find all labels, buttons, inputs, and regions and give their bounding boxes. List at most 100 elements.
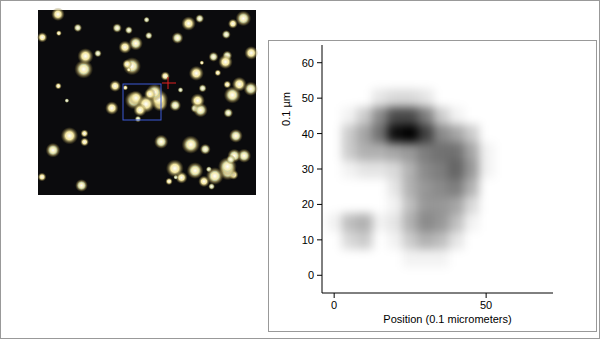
particle <box>112 23 122 33</box>
heat-cell <box>403 249 419 267</box>
particle <box>178 87 184 93</box>
particle <box>208 183 215 190</box>
heat-cell <box>418 89 434 107</box>
particle <box>199 60 204 65</box>
heat-cell <box>327 249 343 267</box>
particle-rim <box>158 138 165 145</box>
heat-cell <box>372 89 388 107</box>
heat-cell <box>403 125 419 143</box>
heat-cell <box>357 231 373 249</box>
particle <box>165 178 173 186</box>
heat-cell <box>357 89 373 107</box>
heat-cell <box>387 249 403 267</box>
particle <box>145 32 153 40</box>
x-tick-label: 0 <box>331 299 337 311</box>
heat-cell <box>463 107 479 125</box>
particle-rim <box>127 28 131 32</box>
y-tick-label: 40 <box>302 128 314 140</box>
particle-rim <box>201 86 205 90</box>
x-axis-title: Position (0.1 micrometers) <box>383 313 511 325</box>
y-tick <box>317 169 322 170</box>
heat-cell <box>327 213 343 231</box>
heat-cell <box>463 178 479 196</box>
particle <box>80 129 88 137</box>
heat-cell <box>357 160 373 178</box>
heat-cell <box>403 107 419 125</box>
particle-rim <box>76 26 80 30</box>
heat-cell <box>463 196 479 214</box>
y-tick-label: 10 <box>302 234 314 246</box>
micrograph <box>37 7 258 195</box>
particle <box>190 93 205 108</box>
selection-box <box>123 84 161 120</box>
particle <box>166 159 184 177</box>
x-tick <box>334 293 335 298</box>
heat-cell <box>418 213 434 231</box>
heat-cell <box>342 160 358 178</box>
particle-rim <box>228 157 233 162</box>
figure-frame <box>1 1 600 339</box>
micrograph-ground <box>38 10 256 195</box>
particle-rim <box>239 15 247 23</box>
heat-cell <box>387 125 403 143</box>
particle <box>181 16 196 31</box>
heat-cell <box>357 125 373 143</box>
heat-cell <box>448 107 464 125</box>
particle-rim <box>66 99 68 101</box>
heat-cell <box>448 142 464 160</box>
particle-rim <box>147 34 151 38</box>
heat-cell <box>448 249 464 267</box>
particle-rim <box>247 85 254 92</box>
y-tick <box>317 133 322 134</box>
y-tick <box>317 275 322 276</box>
heat-cell <box>342 107 358 125</box>
heat-cell <box>327 89 343 107</box>
heat-cell <box>403 231 419 249</box>
heat-cell <box>418 142 434 160</box>
heat-cell <box>342 196 358 214</box>
particle-rim <box>175 35 181 41</box>
particle <box>46 143 61 158</box>
heat-cell <box>418 249 434 267</box>
particle-rim <box>210 172 219 181</box>
heat-cell <box>418 125 434 143</box>
y-tick <box>317 98 322 99</box>
heat-cell <box>479 178 495 196</box>
heat-cell <box>387 213 403 231</box>
particle <box>223 108 233 118</box>
heat-cell <box>372 160 388 178</box>
heat-cell <box>448 196 464 214</box>
particle <box>51 7 65 21</box>
particle <box>55 82 62 89</box>
particle <box>118 41 131 54</box>
particle <box>214 69 221 76</box>
heat-cell <box>372 125 388 143</box>
heat-cell <box>387 142 403 160</box>
particle <box>181 135 200 154</box>
heat-cell <box>357 142 373 160</box>
plot-area <box>327 89 495 267</box>
heat-cell <box>372 196 388 214</box>
particle-rim <box>78 182 84 188</box>
heat-cell <box>479 107 495 125</box>
heat-cell <box>433 107 449 125</box>
particle <box>38 172 47 181</box>
heat-cell <box>403 196 419 214</box>
particle-rim <box>96 51 100 55</box>
particle <box>75 179 88 192</box>
heat-cell <box>448 213 464 231</box>
heat-cell <box>372 107 388 125</box>
particle <box>109 80 121 92</box>
particle <box>105 101 119 115</box>
heat-cell <box>342 249 358 267</box>
particle <box>229 129 243 143</box>
particle <box>223 80 231 88</box>
heat-cell <box>387 107 403 125</box>
heat-cell <box>463 142 479 160</box>
particle-rim <box>211 54 216 59</box>
heat-cell <box>327 231 343 249</box>
y-axis-title: 0.1 µm <box>280 92 292 126</box>
heat-cell <box>327 142 343 160</box>
particle-rim <box>241 152 248 159</box>
y-tick-label: 20 <box>302 198 314 210</box>
